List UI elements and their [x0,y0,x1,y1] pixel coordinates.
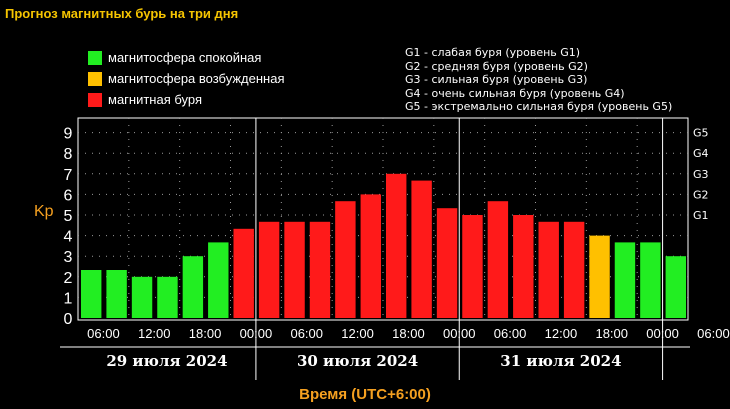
x-tick-label: 12:00 [138,326,171,341]
day-label: 29 июля 2024 [106,352,227,370]
bar [513,215,534,318]
bar [182,256,204,318]
y-tick-label: 8 [64,146,73,163]
bar [81,270,102,318]
y-tick-label: 5 [64,208,73,225]
storm-level-g2: G2 - средняя буря (уровень G2) [405,59,588,73]
bar [665,256,686,318]
legend-item-storm: магнитная буря [88,89,285,110]
x-tick-label: 18:00 [595,326,628,341]
bar [360,194,381,318]
x-tick-label: 00:00 [646,326,679,341]
x-tick-label: 18:00 [392,326,425,341]
bar [411,180,432,318]
bar [640,242,661,318]
bar [538,221,559,318]
bar [589,235,610,318]
bar [309,221,331,318]
g-level-tick: G1 [693,209,709,222]
bar [487,201,509,318]
bar [233,228,254,318]
y-tick-label: 9 [64,126,73,143]
x-tick-label: 00:00 [443,326,476,341]
legend-label-quiet: магнитосфера спокойная [108,50,262,65]
bar [462,215,483,318]
storm-level-g4: G4 - очень сильная буря (уровень G4) [405,86,625,100]
y-tick-label: 0 [64,311,73,328]
x-tick-label: 00:00 [240,326,273,341]
x-tick-label: 18:00 [189,326,222,341]
y-axis-label: Kp [34,203,54,220]
bar [563,221,585,318]
bar [258,221,280,318]
bar [436,208,458,318]
y-tick-label: 4 [64,229,73,246]
g-level-tick: G5 [693,127,709,140]
x-tick-label: 06:00 [290,326,323,341]
legend-item-active: магнитосфера возбужденная [88,68,285,89]
storm-level-g3: G3 - сильная буря (уровень G3) [405,73,588,86]
g-level-tick: G2 [693,188,709,201]
y-tick-label: 3 [64,249,73,266]
bar [386,173,407,318]
y-tick-label: 6 [64,187,73,204]
storm-level-legend: G1 - слабая буря (уровень G1) G2 - средн… [405,46,672,114]
bar [208,242,229,318]
legend-swatch-active [88,71,102,86]
x-tick-label: 12:00 [341,326,374,341]
bar [106,270,127,318]
y-tick-label: 2 [64,270,73,287]
bar [131,276,153,318]
legend-swatch-quiet [88,50,102,65]
legend-swatch-storm [88,92,102,107]
g-level-tick: G4 [693,147,709,160]
x-tick-label: 06:00 [87,326,120,341]
storm-level-g1: G1 - слабая буря (уровень G1) [405,46,581,59]
bar [157,276,178,318]
g-level-tick: G3 [693,168,709,181]
bar [284,221,305,318]
y-tick-label: 7 [64,167,73,184]
y-tick-label: 1 [64,290,73,307]
activity-legend: магнитосфера спокойная магнитосфера возб… [88,47,285,110]
x-axis-title: Время (UTC+6:00) [299,386,431,403]
bar [614,242,636,318]
legend-label-storm: магнитная буря [108,92,203,107]
x-tick-label: 12:00 [545,326,578,341]
x-tick-label: 06:00 [494,326,527,341]
legend-label-active: магнитосфера возбужденная [108,71,285,86]
day-label: 31 июля 2024 [500,352,621,370]
page-title: Прогноз магнитных бурь на три дня [5,6,239,21]
storm-level-g5: G5 - экстремально сильная буря (уровень … [405,100,673,113]
day-label: 30 июля 2024 [297,352,418,370]
bar [335,201,356,318]
legend-item-quiet: магнитосфера спокойная [88,47,285,68]
x-tick-label: 06:00 [697,326,730,341]
